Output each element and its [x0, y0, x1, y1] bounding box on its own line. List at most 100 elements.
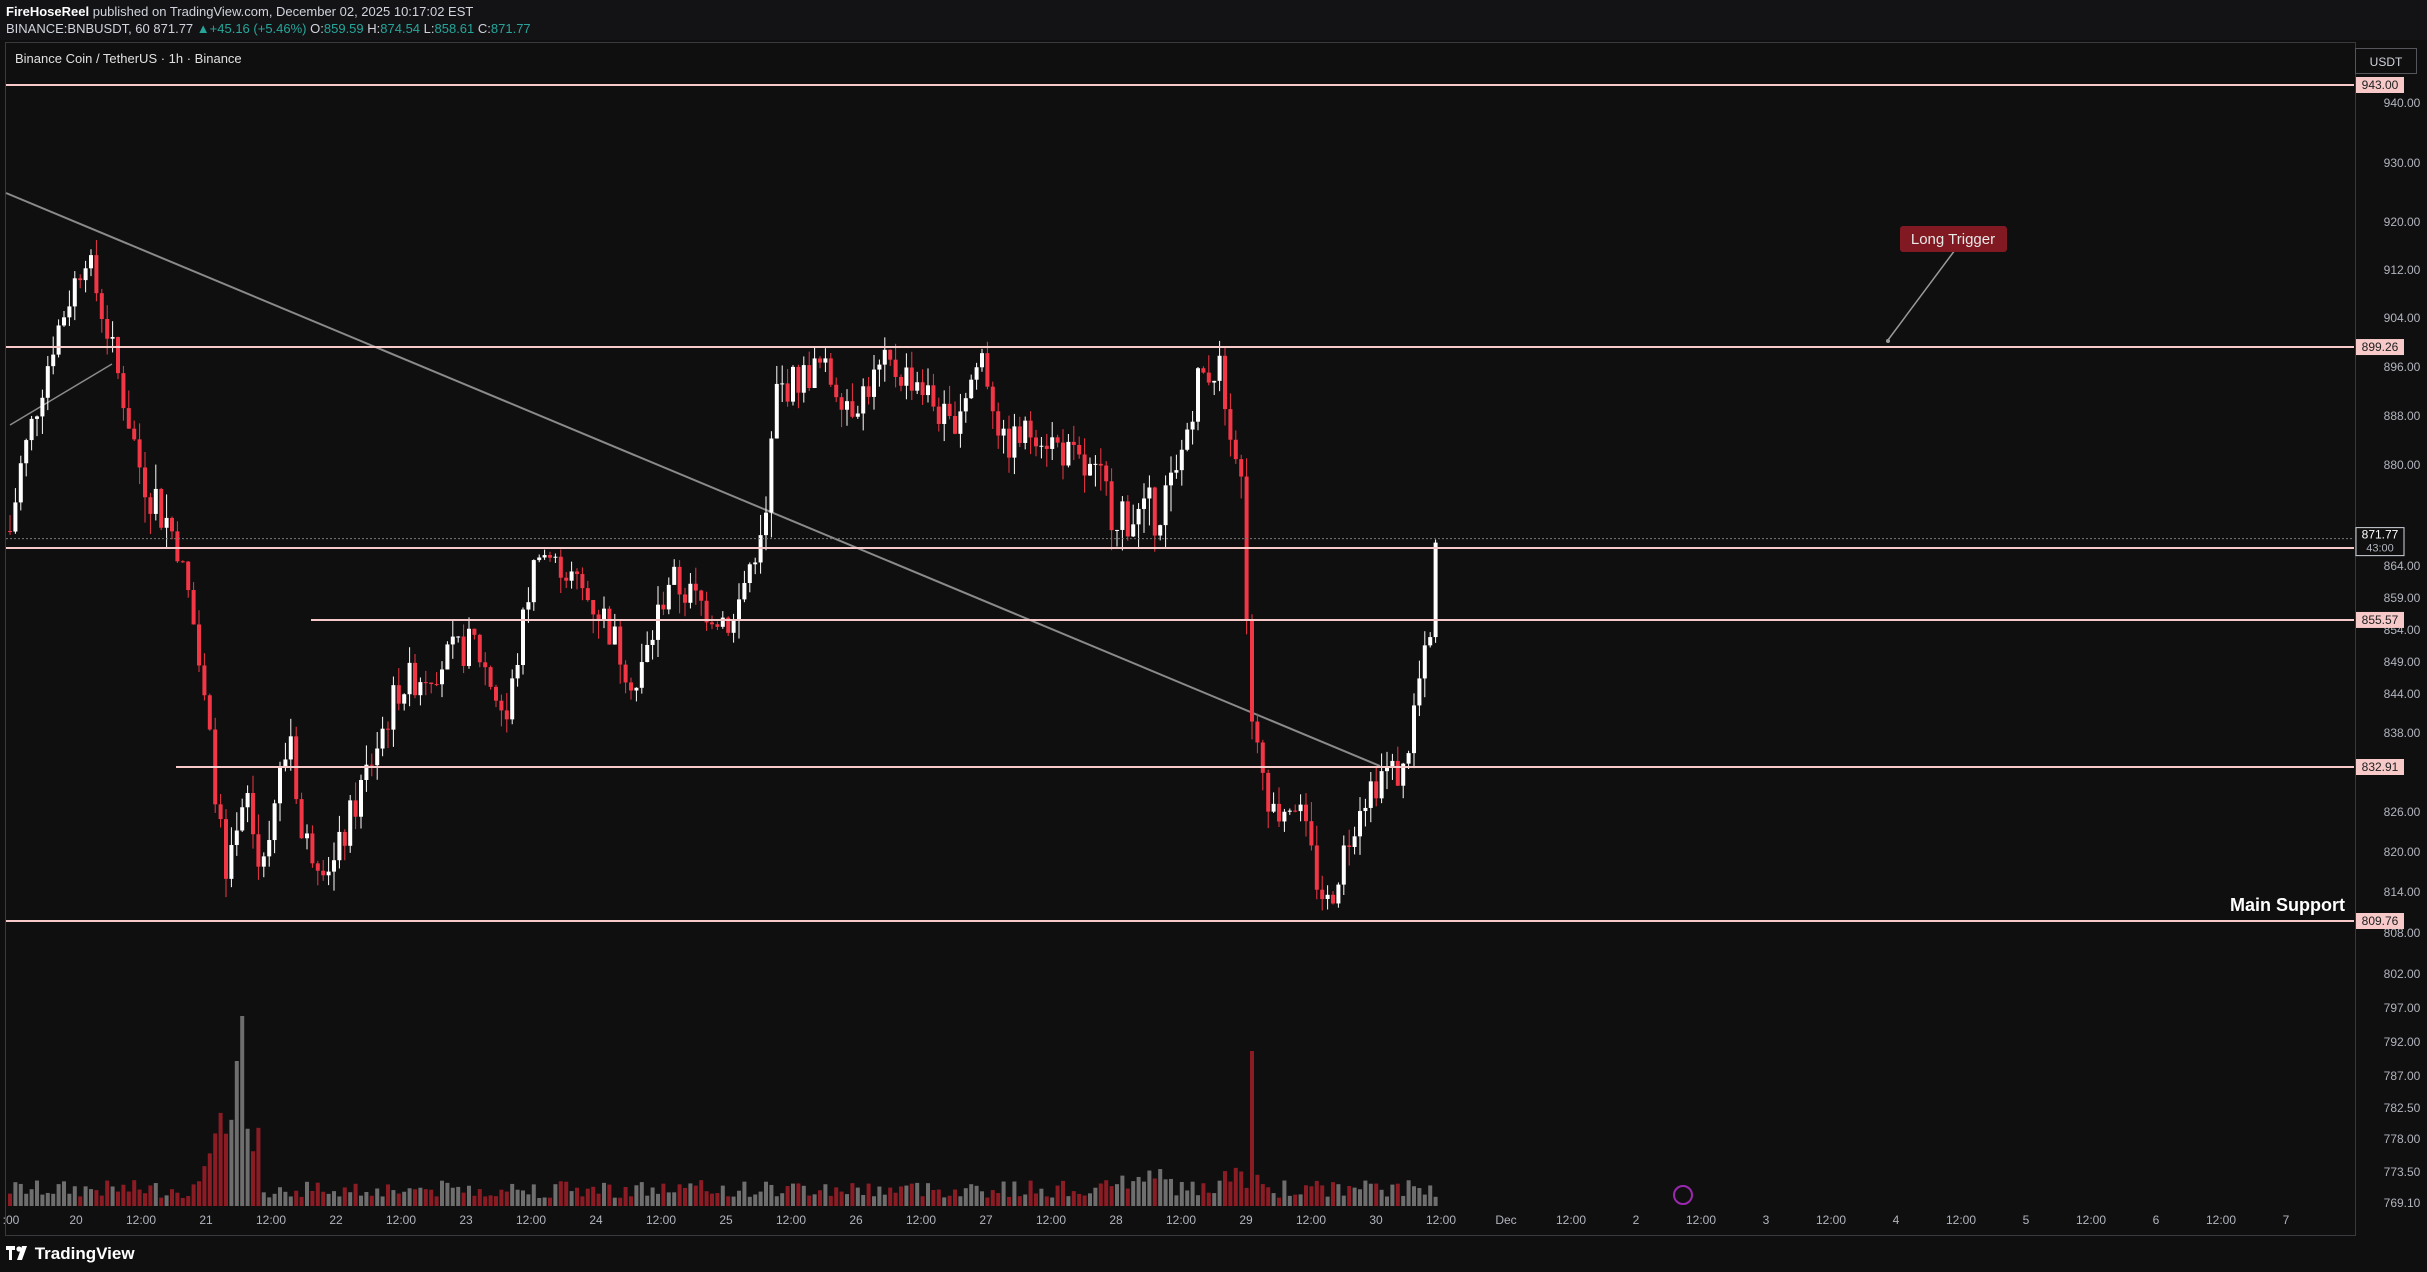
volume-bar — [1331, 1182, 1335, 1206]
candle-body — [1250, 619, 1254, 722]
x-tick-label: 22 — [329, 1213, 343, 1227]
tradingview-logo-icon — [6, 1245, 30, 1265]
candle-body — [985, 353, 990, 387]
volume-bar — [197, 1181, 201, 1206]
candle-body — [1028, 420, 1033, 438]
candle-body — [1422, 645, 1427, 679]
candle-body — [1088, 463, 1092, 476]
candle-body — [693, 583, 698, 591]
volume-bar — [175, 1192, 180, 1206]
candle-body — [1174, 470, 1179, 473]
volume-bar — [1336, 1184, 1341, 1206]
candle-body — [359, 780, 363, 817]
volume-bar — [1206, 1192, 1211, 1206]
volume-bar — [683, 1187, 687, 1206]
volume-bar — [715, 1193, 720, 1206]
candle-body — [731, 620, 736, 633]
x-tick-label: 12:00 — [386, 1213, 416, 1227]
candle-body — [607, 608, 612, 645]
volume-bar — [796, 1183, 801, 1206]
volume-bar — [1347, 1186, 1352, 1206]
candle-body — [720, 617, 725, 627]
x-tick-label: 12:00 — [1816, 1213, 1846, 1227]
candle-body — [202, 665, 207, 696]
candle-body — [591, 600, 596, 615]
volume-bar — [35, 1180, 39, 1206]
candle-body — [1050, 437, 1055, 449]
candle-body — [947, 403, 952, 417]
candle-body — [191, 590, 196, 625]
close-value: 871.77 — [490, 21, 531, 36]
y-tick-label: 778.00 — [2384, 1132, 2421, 1146]
candle-body — [936, 406, 941, 424]
candle-body — [413, 662, 417, 696]
volume-bar — [747, 1196, 752, 1206]
candle-body — [942, 403, 947, 424]
volume-bar — [1098, 1183, 1103, 1206]
volume-bar — [467, 1185, 471, 1206]
candle-body — [229, 844, 234, 879]
y-tick-label: 896.00 — [2384, 360, 2421, 374]
volume-bar — [477, 1189, 482, 1206]
volume-bar — [186, 1196, 191, 1206]
candle-body — [602, 608, 606, 621]
candle-body — [332, 860, 336, 872]
y-tick-label: 808.00 — [2384, 926, 2421, 940]
y-tick-label: 912.00 — [2384, 263, 2421, 277]
candle-body — [909, 367, 914, 391]
volume-bar — [62, 1181, 66, 1206]
candle-body — [445, 644, 450, 670]
volume-bar — [180, 1197, 185, 1206]
volume-bar — [380, 1196, 385, 1206]
candle-body — [1379, 771, 1384, 799]
volume-bar — [758, 1191, 763, 1206]
volume-bar — [229, 1119, 234, 1206]
candle-body — [326, 871, 331, 876]
volume-bar — [526, 1194, 531, 1206]
main-support-label: Main Support — [2230, 895, 2345, 915]
volume-bar — [1282, 1180, 1287, 1206]
volume-bar — [1341, 1195, 1346, 1206]
candle-body — [110, 337, 115, 339]
candle-body — [29, 418, 34, 441]
short-trendline — [9, 363, 113, 426]
author-name[interactable]: FireHoseReel — [6, 4, 90, 19]
candle-body — [1104, 465, 1109, 482]
volume-bar — [494, 1196, 498, 1206]
candle-body — [278, 767, 282, 804]
candle-body — [791, 366, 795, 402]
volume-bar — [515, 1189, 520, 1206]
symbol-name: BINANCE:BNBUSDT, 60 — [6, 21, 150, 36]
last-price: 871.77 — [153, 21, 194, 36]
volume-bar — [666, 1192, 671, 1206]
volume-bar — [1266, 1187, 1271, 1206]
open-label: O: — [310, 21, 324, 36]
candle-body — [974, 367, 979, 380]
candle-body — [1071, 441, 1076, 445]
volume-bar — [51, 1193, 56, 1206]
tradingview-brand[interactable]: TradingView — [6, 1244, 135, 1265]
y-tick-label: 859.00 — [2384, 591, 2421, 605]
volume-bar — [234, 1061, 239, 1206]
volume-bar — [634, 1185, 639, 1206]
candle-body — [1325, 894, 1330, 899]
candle-body — [67, 306, 72, 318]
x-tick-label: 28 — [1109, 1213, 1123, 1227]
volume-bar — [1352, 1187, 1357, 1206]
volume-bar — [337, 1196, 342, 1206]
candle-body — [1293, 810, 1298, 812]
candle-body — [369, 764, 374, 766]
volume-bar — [499, 1189, 504, 1206]
volume-bar — [1223, 1171, 1227, 1206]
currency-button[interactable]: USDT — [2355, 48, 2417, 74]
volume-bar — [742, 1181, 747, 1206]
candle-body — [1066, 441, 1071, 466]
volume-bar — [1179, 1181, 1184, 1206]
candle-body — [240, 807, 245, 831]
candle-body — [56, 325, 61, 355]
candle-body — [207, 695, 212, 730]
candle-body — [467, 628, 471, 666]
candle-body — [364, 764, 369, 781]
candle-body — [1271, 803, 1276, 812]
